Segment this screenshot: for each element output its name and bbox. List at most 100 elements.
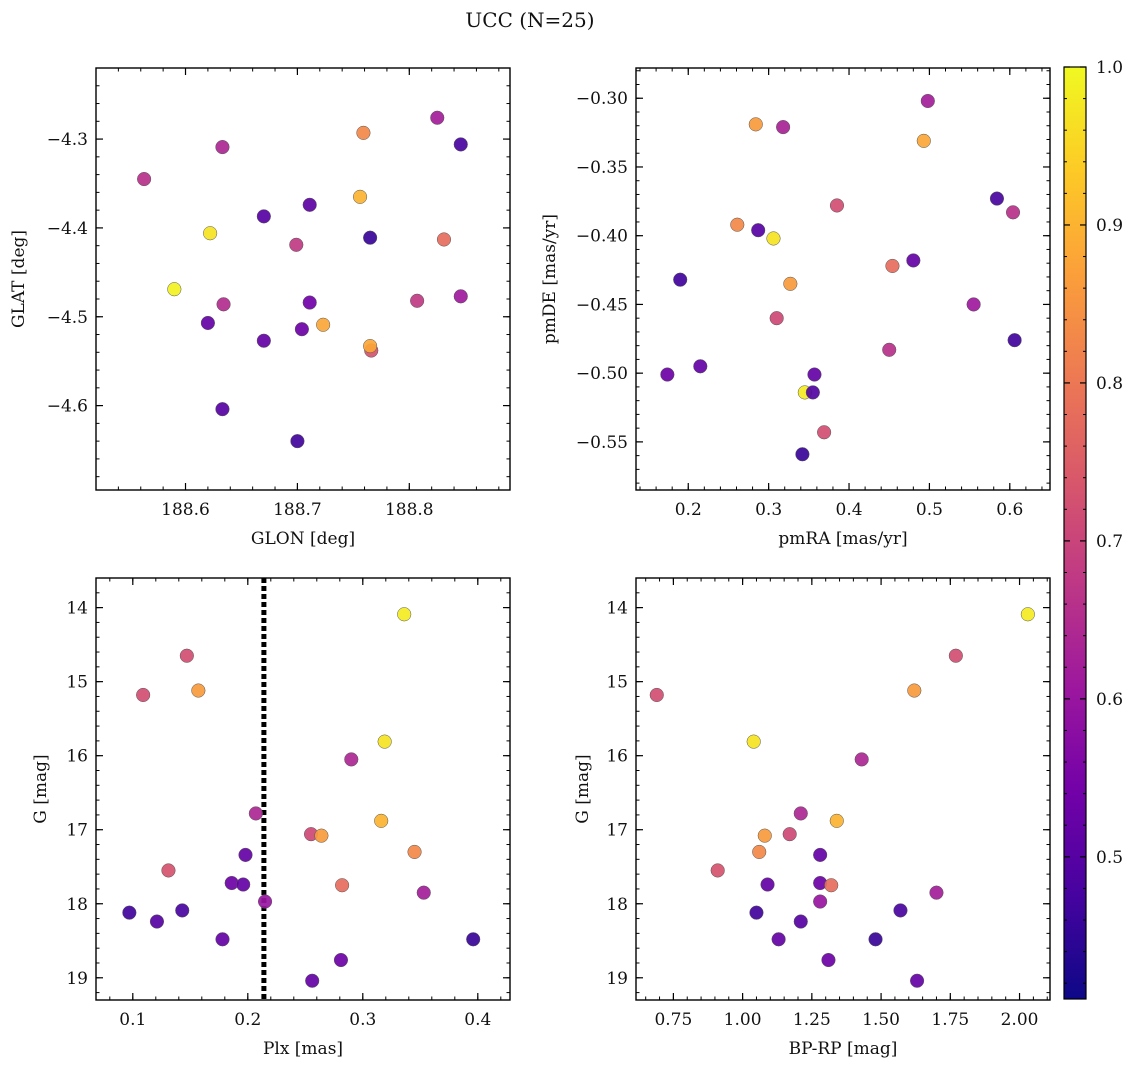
figure-title: UCC (N=25)	[465, 8, 594, 32]
y-tick-label: 16	[606, 747, 628, 767]
data-point	[893, 903, 908, 918]
y-tick-label: −4.3	[47, 130, 88, 150]
data-point	[256, 333, 271, 348]
data-point	[929, 885, 944, 900]
data-point	[203, 226, 218, 241]
data-point	[805, 385, 820, 400]
data-point	[1005, 205, 1021, 220]
data-point	[771, 932, 786, 947]
colorbar-tick-label: 0.6	[1096, 690, 1123, 710]
data-point	[333, 952, 349, 968]
panel-bprp-g: 0.75 1.00 1.25 1.50 1.75 2.00 14 15 16 17 18 19 BP-R…	[573, 577, 1051, 1059]
x-tick-label: 2.00	[1001, 1010, 1039, 1030]
data-point	[829, 198, 845, 213]
data-point	[353, 189, 368, 204]
colorbar-tick-label: 0.8	[1096, 374, 1123, 394]
data-point	[191, 683, 206, 698]
data-point	[407, 844, 422, 859]
data-point	[710, 863, 725, 878]
data-point	[660, 367, 675, 382]
x-tick-label: 0.2	[234, 1010, 261, 1030]
data-point	[215, 140, 230, 155]
colorbar: 0.5 0.6 0.7 0.8 0.9 1.0	[1063, 58, 1123, 1000]
y-tick-label: 15	[606, 673, 628, 693]
y-tick-label: 14	[606, 599, 628, 619]
data-point	[989, 191, 1004, 206]
x-tick-label: 0.1	[119, 1010, 146, 1030]
data-point	[248, 806, 263, 821]
data-point	[377, 734, 392, 749]
y-tick-label: 18	[66, 895, 88, 915]
y-tick-label: 14	[66, 599, 88, 619]
y-tick-label: −4.5	[47, 308, 88, 328]
colorbar-tick-label: 1.0	[1096, 58, 1123, 78]
x-tick-label: 0.4	[464, 1010, 491, 1030]
panel-plx-g: 0.1 0.2 0.3 0.4 14 15 16 17 18 19 Plx [mas] G [mag]	[31, 577, 511, 1059]
data-point	[137, 172, 152, 187]
data-point	[356, 125, 371, 140]
data-point	[824, 878, 839, 893]
y-tick-label: 17	[66, 821, 88, 841]
data-point	[316, 317, 331, 332]
data-point	[783, 276, 798, 291]
data-point	[730, 217, 745, 232]
data-point	[302, 197, 317, 212]
y-tick-label: 19	[606, 969, 628, 989]
data-point	[136, 687, 151, 703]
data-point	[807, 367, 822, 382]
plot-frame	[635, 67, 1051, 491]
data-point	[200, 315, 215, 331]
data-point	[161, 863, 176, 878]
colorbar-tick-label: 0.9	[1096, 216, 1123, 236]
data-point	[149, 914, 164, 929]
data-point	[916, 133, 931, 148]
data-point	[782, 827, 797, 842]
x-tick-label: 1.00	[724, 1010, 762, 1030]
data-point	[122, 905, 137, 920]
plot-frame	[635, 577, 1051, 1001]
y-axis-label: G [mag]	[31, 754, 51, 823]
data-point	[673, 272, 688, 287]
data-point	[258, 894, 273, 909]
data-point	[294, 322, 309, 337]
x-tick-label: 0.75	[654, 1010, 692, 1030]
x-tick-label: 188.6	[161, 500, 210, 520]
x-tick-label: 0.5	[916, 500, 943, 520]
x-axis-label: BP-RP [mag]	[789, 1039, 898, 1059]
y-tick-label: −0.30	[576, 89, 628, 109]
y-tick-label: 15	[66, 673, 88, 693]
x-tick-label: 1.50	[862, 1010, 900, 1030]
data-point	[430, 110, 445, 125]
data-point	[216, 297, 231, 312]
x-axis-label: GLON [deg]	[251, 529, 355, 549]
y-tick-label: −0.45	[576, 295, 628, 315]
data-point	[215, 932, 230, 947]
data-point	[813, 847, 828, 862]
x-tick-label: 0.3	[349, 1010, 376, 1030]
data-point	[453, 289, 468, 304]
data-point	[793, 914, 808, 929]
data-point	[751, 223, 766, 238]
colorbar-tick-label: 0.7	[1096, 532, 1123, 552]
data-point	[1007, 333, 1022, 348]
y-tick-label: 17	[606, 821, 628, 841]
data-point	[882, 342, 897, 357]
data-point	[466, 932, 481, 947]
plot-frame	[95, 67, 511, 491]
panels: 188.6 188.7 188.8 −4.3 −4.4 −4.5 −4.6 GLON [deg…	[9, 67, 1051, 1059]
x-axis-label: pmRA [mas/yr]	[778, 529, 907, 549]
data-point	[453, 137, 468, 152]
y-tick-label: 19	[66, 969, 88, 989]
x-tick-label: 188.7	[273, 500, 322, 520]
data-point	[817, 425, 832, 440]
data-point	[948, 648, 963, 663]
y-tick-label: −0.35	[576, 158, 628, 178]
data-point	[821, 952, 836, 968]
y-tick-label: −0.50	[576, 364, 628, 384]
data-point	[649, 687, 664, 703]
data-point	[410, 293, 425, 308]
y-tick-label: −4.4	[47, 219, 88, 239]
data-point	[363, 230, 378, 245]
data-point	[769, 311, 784, 326]
plot-frame	[95, 577, 511, 1001]
